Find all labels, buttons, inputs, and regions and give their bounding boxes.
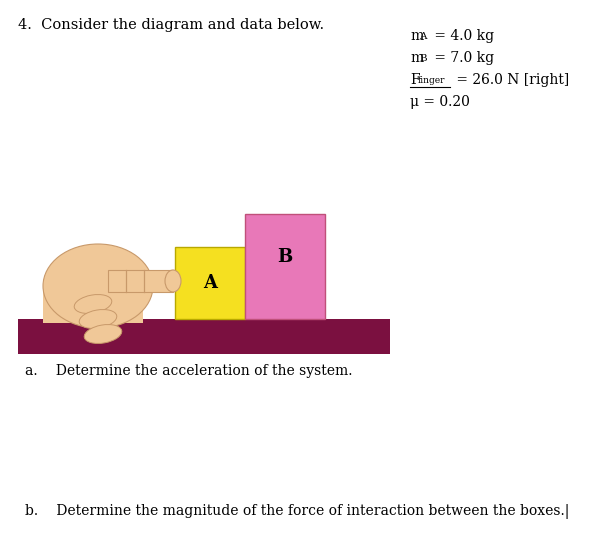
Ellipse shape: [79, 310, 117, 329]
Ellipse shape: [165, 270, 181, 292]
Text: B: B: [419, 54, 427, 63]
Text: = 26.0 N [right]: = 26.0 N [right]: [452, 73, 569, 87]
Text: m: m: [410, 29, 424, 43]
Bar: [175, 247, 245, 319]
Text: F: F: [410, 73, 420, 87]
Text: m: m: [410, 51, 424, 65]
Bar: [43, 286, 143, 323]
Text: finger: finger: [418, 76, 446, 85]
Ellipse shape: [74, 295, 112, 314]
Text: B: B: [277, 248, 293, 266]
Text: = 4.0 kg: = 4.0 kg: [430, 29, 494, 43]
Text: A: A: [419, 32, 427, 41]
Text: μ = 0.20: μ = 0.20: [410, 95, 470, 109]
Ellipse shape: [84, 325, 122, 343]
Text: b.  Determine the magnitude of the force of interaction between the boxes.|: b. Determine the magnitude of the force …: [25, 504, 569, 519]
Bar: [245, 214, 325, 319]
Text: a.  Determine the acceleration of the system.: a. Determine the acceleration of the sys…: [25, 364, 353, 378]
Ellipse shape: [43, 244, 153, 328]
Bar: [18, 319, 390, 354]
Text: = 7.0 kg: = 7.0 kg: [430, 51, 494, 65]
Text: A: A: [203, 274, 217, 292]
Bar: [108, 270, 173, 292]
Text: 4.  Consider the diagram and data below.: 4. Consider the diagram and data below.: [18, 18, 324, 32]
